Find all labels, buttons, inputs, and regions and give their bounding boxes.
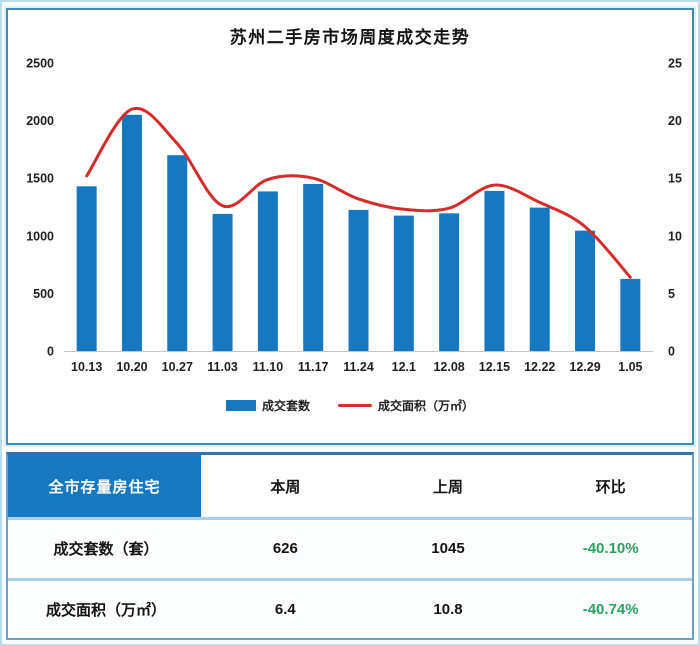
- table-header-wow: 环比: [529, 455, 692, 517]
- legend-line-label: 成交面积（万㎡）: [378, 399, 475, 413]
- legend-bar-label: 成交套数: [261, 399, 310, 413]
- bar-series-swatch-icon: [225, 400, 256, 411]
- svg-text:10: 10: [668, 229, 682, 243]
- svg-text:0: 0: [47, 345, 54, 359]
- svg-text:25: 25: [668, 57, 682, 71]
- row-deals-label: 成交套数（套）: [8, 517, 204, 578]
- svg-text:15: 15: [668, 172, 682, 186]
- table-header-corner: 全市存量房住宅: [8, 455, 204, 517]
- svg-text:5: 5: [668, 287, 675, 301]
- svg-text:2500: 2500: [26, 57, 54, 71]
- chart-panel: 苏州二手房市场周度成交走势 0 500 1000 1500 2000 2500 0 5 10 15…: [6, 8, 694, 445]
- svg-text:11.10: 11.10: [253, 360, 284, 374]
- chart-legend: 成交套数 成交面积（万㎡）: [8, 397, 692, 414]
- svg-text:1000: 1000: [26, 229, 54, 243]
- row-area-wow: -40.74%: [529, 577, 692, 639]
- legend-item-bars: 成交套数: [225, 397, 310, 414]
- svg-text:11.24: 11.24: [343, 360, 374, 374]
- svg-text:500: 500: [33, 287, 54, 301]
- svg-text:12.08: 12.08: [433, 360, 464, 374]
- svg-text:11.17: 11.17: [298, 360, 329, 374]
- table-header-last-week: 上周: [366, 455, 530, 517]
- row-area-label: 成交面积（万㎡）: [8, 577, 204, 639]
- svg-text:10.20: 10.20: [116, 360, 147, 374]
- svg-text:10.13: 10.13: [71, 360, 102, 374]
- row-deals-last-week: 1045: [366, 517, 530, 578]
- row-area-last-week: 10.8: [366, 577, 530, 639]
- svg-text:0: 0: [668, 345, 675, 359]
- svg-text:1500: 1500: [26, 172, 54, 186]
- svg-text:20: 20: [668, 114, 682, 128]
- line-series-swatch-icon: [338, 404, 372, 407]
- summary-table: 全市存量房住宅 本周 上周 环比 成交套数（套） 626 1045 -40.10…: [6, 452, 694, 640]
- svg-text:1.05: 1.05: [618, 360, 642, 374]
- row-deals-this-week: 626: [204, 517, 367, 578]
- svg-text:2000: 2000: [26, 114, 54, 128]
- svg-text:11.03: 11.03: [207, 360, 238, 374]
- combo-chart: 0 500 1000 1500 2000 2500 0 5 10 15 20 25 10.13 10.20…: [26, 57, 682, 375]
- row-area-this-week: 6.4: [204, 577, 367, 639]
- svg-text:12.1: 12.1: [392, 360, 416, 374]
- svg-text:12.15: 12.15: [479, 360, 510, 374]
- table-header-this-week: 本周: [204, 455, 367, 517]
- svg-text:12.29: 12.29: [569, 360, 600, 374]
- legend-item-line: 成交面积（万㎡）: [338, 397, 474, 414]
- row-deals-wow: -40.10%: [529, 517, 692, 578]
- svg-text:12.22: 12.22: [524, 360, 555, 374]
- chart-title: 苏州二手房市场周度成交走势: [229, 28, 471, 47]
- svg-text:10.27: 10.27: [162, 360, 193, 374]
